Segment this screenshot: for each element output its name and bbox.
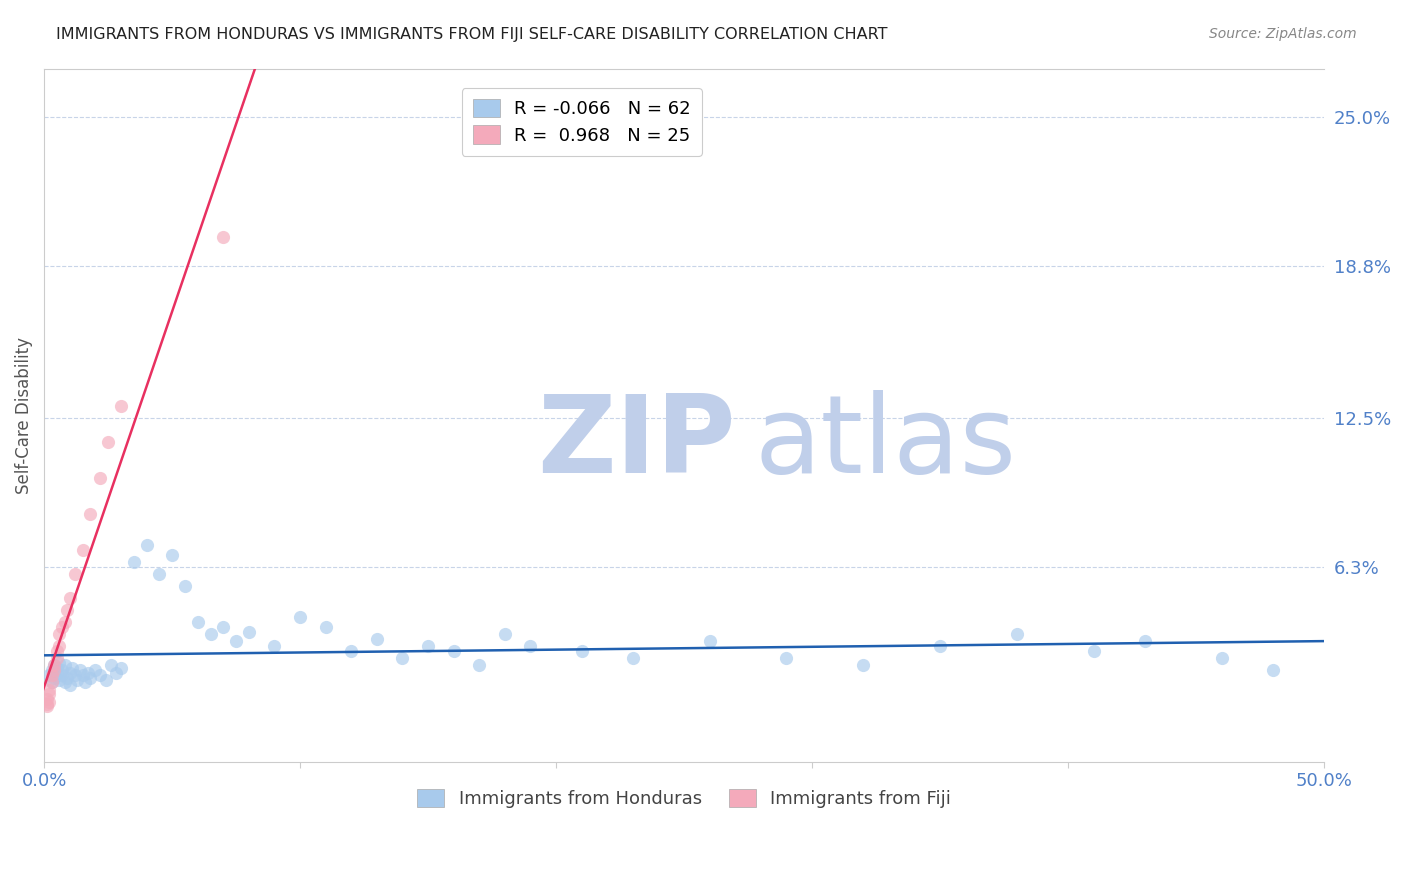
- Point: [160, 548, 183, 562]
- Point: [35, 697, 58, 711]
- Point: [56, 603, 79, 617]
- Point: [63, 567, 86, 582]
- Point: [48, 656, 70, 670]
- Point: [340, 644, 363, 658]
- Legend: Immigrants from Honduras, Immigrants from Fiji: Immigrants from Honduras, Immigrants fro…: [409, 781, 959, 815]
- Text: IMMIGRANTS FROM HONDURAS VS IMMIGRANTS FROM FIJI SELF-CARE DISABILITY CORRELATIO: IMMIGRANTS FROM HONDURAS VS IMMIGRANTS F…: [56, 27, 887, 42]
- Point: [44, 671, 66, 685]
- Point: [238, 624, 260, 639]
- Point: [212, 620, 235, 634]
- Point: [51, 620, 73, 634]
- Point: [315, 620, 337, 634]
- Point: [391, 651, 413, 665]
- Point: [775, 651, 797, 665]
- Point: [187, 615, 209, 629]
- Point: [41, 675, 63, 690]
- Point: [110, 661, 132, 675]
- Point: [84, 663, 107, 677]
- Point: [38, 695, 60, 709]
- Point: [122, 555, 145, 569]
- Point: [79, 507, 101, 521]
- Point: [1211, 651, 1233, 665]
- Point: [44, 663, 66, 677]
- Point: [41, 668, 63, 682]
- Point: [48, 639, 70, 653]
- Point: [263, 639, 285, 653]
- Point: [79, 671, 101, 685]
- Point: [929, 639, 952, 653]
- Point: [51, 668, 73, 682]
- Point: [63, 668, 86, 682]
- Point: [45, 644, 67, 658]
- Point: [53, 675, 76, 690]
- Point: [89, 668, 111, 682]
- Point: [41, 663, 63, 677]
- Point: [366, 632, 388, 646]
- Point: [38, 682, 60, 697]
- Point: [69, 663, 91, 677]
- Text: atlas: atlas: [755, 390, 1017, 496]
- Point: [59, 678, 82, 692]
- Point: [621, 651, 644, 665]
- Point: [416, 639, 439, 653]
- Point: [852, 658, 875, 673]
- Point: [1133, 634, 1156, 648]
- Point: [1083, 644, 1105, 658]
- Point: [72, 543, 94, 558]
- Point: [135, 538, 157, 552]
- Point: [44, 658, 66, 673]
- Point: [94, 673, 117, 687]
- Text: Source: ZipAtlas.com: Source: ZipAtlas.com: [1209, 27, 1357, 41]
- Point: [110, 399, 132, 413]
- Y-axis label: Self-Care Disability: Self-Care Disability: [15, 336, 32, 493]
- Point: [45, 665, 67, 680]
- Point: [53, 615, 76, 629]
- Point: [519, 639, 541, 653]
- Point: [76, 665, 98, 680]
- Point: [56, 671, 79, 685]
- Point: [104, 665, 127, 680]
- Point: [48, 627, 70, 641]
- Point: [35, 699, 58, 714]
- Point: [44, 658, 66, 673]
- Point: [75, 675, 97, 690]
- Point: [699, 634, 721, 648]
- Point: [51, 663, 73, 677]
- Point: [225, 634, 247, 648]
- Point: [212, 230, 235, 244]
- Point: [60, 661, 83, 675]
- Point: [59, 591, 82, 606]
- Point: [89, 471, 111, 485]
- Point: [59, 665, 82, 680]
- Point: [41, 675, 63, 690]
- Text: ZIP: ZIP: [537, 390, 735, 496]
- Point: [288, 610, 311, 624]
- Point: [1261, 663, 1284, 677]
- Point: [100, 658, 122, 673]
- Point: [72, 668, 94, 682]
- Point: [200, 627, 222, 641]
- Point: [443, 644, 465, 658]
- Point: [45, 651, 67, 665]
- Point: [148, 567, 170, 582]
- Point: [35, 692, 58, 706]
- Point: [38, 668, 60, 682]
- Point: [494, 627, 516, 641]
- Point: [97, 434, 120, 449]
- Point: [45, 661, 67, 675]
- Point: [571, 644, 593, 658]
- Point: [53, 658, 76, 673]
- Point: [38, 687, 60, 701]
- Point: [66, 673, 89, 687]
- Point: [1005, 627, 1028, 641]
- Point: [48, 673, 70, 687]
- Point: [174, 579, 197, 593]
- Point: [468, 658, 491, 673]
